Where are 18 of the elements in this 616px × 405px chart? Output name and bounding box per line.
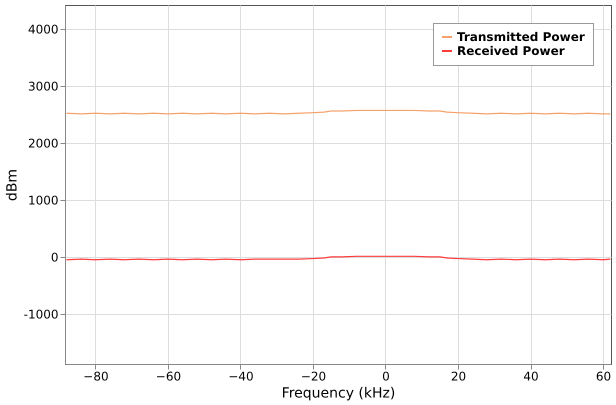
x-tick-label: −80 [83,370,109,384]
y-tick-label: 3000 [28,79,58,94]
x-tick-label: 40 [523,370,539,384]
x-axis-title: Frequency (kHz) [282,386,396,402]
x-tick-label: 60 [596,370,612,384]
legend-label: Transmitted Power [457,30,585,44]
y-tick-label: 4000 [28,22,58,36]
x-tick-label: −60 [156,370,182,384]
legend-label: Received Power [457,44,565,58]
x-tick-label: −40 [228,370,254,384]
x-tick-label: −20 [300,370,326,384]
y-tick-label: 1000 [28,193,58,208]
y-axis-title: dBm [4,168,21,202]
y-tick-label: -1000 [24,307,58,322]
x-tick-label: 20 [450,370,466,384]
y-tick-label: 2000 [28,136,58,150]
x-tick-label: 0 [382,370,390,384]
y-tick-label: 0 [50,250,58,264]
